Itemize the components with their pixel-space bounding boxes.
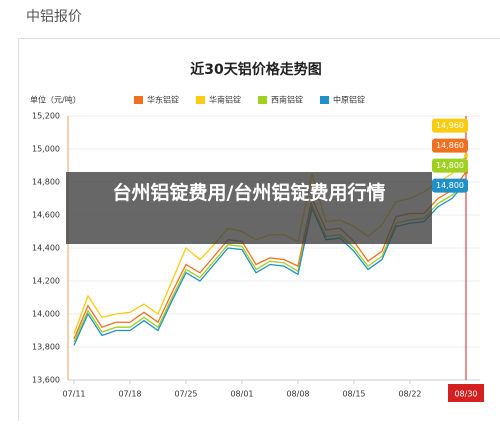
y-tick-label: 14,600 <box>32 211 60 220</box>
y-tick-label: 14,200 <box>32 277 60 286</box>
overlay-text: 台州铝锭费用/台州铝锭费用行情 <box>66 172 432 244</box>
legend-swatch <box>258 96 267 104</box>
y-tick-label: 15,200 <box>32 112 60 121</box>
y-tick-label: 15,000 <box>32 145 60 154</box>
y-tick-label: 14,000 <box>32 310 60 319</box>
x-tick-label: 08/22 <box>398 390 421 399</box>
legend-label: 华东铝锭 <box>147 95 179 105</box>
legend-label: 华南铝锭 <box>209 95 241 105</box>
legend-swatch <box>196 96 205 104</box>
y-tick-label: 13,800 <box>32 343 60 352</box>
y-tick-label: 13,600 <box>32 376 60 385</box>
x-tick-label: 07/18 <box>118 390 141 399</box>
legend-swatch <box>134 96 143 104</box>
page-header: 中铝报价 <box>26 9 82 25</box>
end-label: 14,860 <box>436 141 464 150</box>
legend-label: 中原铝锭 <box>333 95 365 105</box>
chart-title: 近30天铝价格走势图 <box>190 61 321 78</box>
unit-label: 单位（元/吨） <box>30 95 81 105</box>
x-tick-label: 07/11 <box>62 390 85 399</box>
end-point <box>464 154 468 158</box>
x-tick-label: 08/08 <box>286 390 309 399</box>
x-tick-label: 08/01 <box>230 390 253 399</box>
y-tick-label: 14,800 <box>32 178 60 187</box>
end-label: 14,800 <box>436 161 464 170</box>
end-label: 14,960 <box>436 121 464 130</box>
x-tick-label: 08/15 <box>342 390 365 399</box>
x-tick-label: 08/30 <box>454 390 477 399</box>
x-tick-label: 07/25 <box>174 390 197 399</box>
legend-label: 西南铝锭 <box>271 95 303 105</box>
y-tick-label: 14,400 <box>32 244 60 253</box>
end-label: 14,800 <box>436 181 464 190</box>
legend-swatch <box>320 96 329 104</box>
